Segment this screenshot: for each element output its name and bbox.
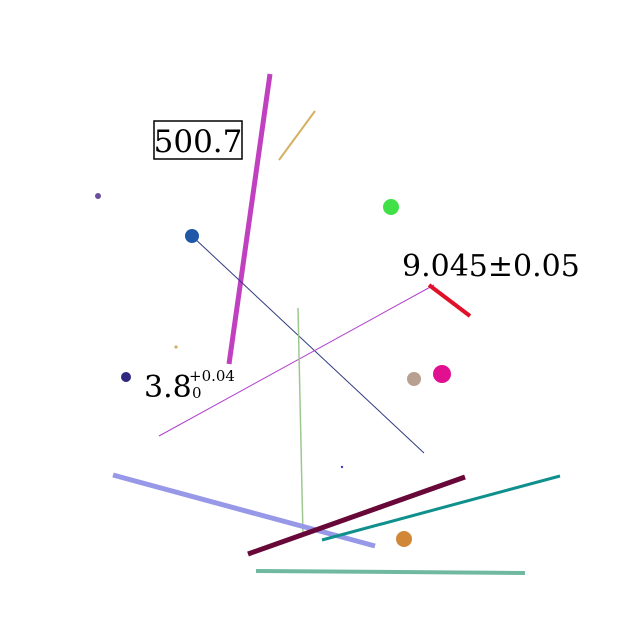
magenta-line xyxy=(226,73,273,365)
sup-value-text: +0.04 xyxy=(189,367,235,385)
navy-dot xyxy=(121,372,131,382)
sage-line xyxy=(255,569,526,575)
green-thin-line xyxy=(297,307,304,537)
blue-thin-line xyxy=(192,236,425,454)
boxed-value-text: 500.7 xyxy=(154,124,243,160)
small-cross-mark xyxy=(174,345,178,349)
teal-line xyxy=(321,474,561,542)
maroon-line xyxy=(247,474,466,557)
orange-dot xyxy=(396,531,412,547)
tan-line xyxy=(278,110,316,161)
value-with-error-label: 3.8 +0.04 0 xyxy=(144,367,235,405)
label-box xyxy=(153,120,243,160)
purple-thin-line xyxy=(158,284,435,437)
tiny-dot xyxy=(340,465,344,469)
lavender-line xyxy=(112,472,376,549)
blue-dot xyxy=(185,229,199,243)
plus-minus-label: 9.045±0.05 xyxy=(402,249,580,284)
base-value-text: 3.8 xyxy=(144,370,192,405)
green-dot xyxy=(383,199,399,215)
sub-value-text: 0 xyxy=(192,384,202,402)
taupe-dot xyxy=(407,372,421,386)
red-line xyxy=(427,283,472,318)
boxed-value-label: 500.7 xyxy=(153,120,243,160)
violet-dot xyxy=(95,193,101,199)
pink-dot xyxy=(433,365,451,383)
